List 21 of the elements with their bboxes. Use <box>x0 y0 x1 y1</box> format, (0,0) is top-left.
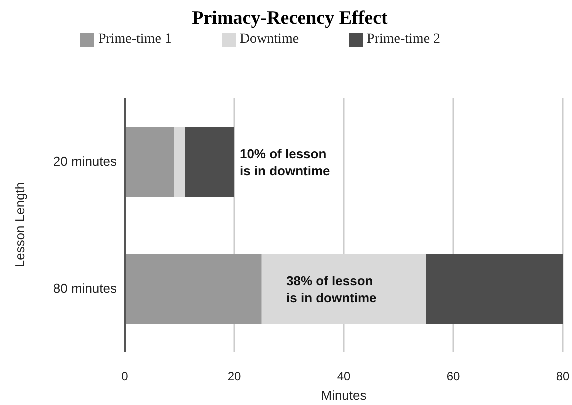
bar <box>262 254 426 324</box>
y-tick-label: 80 minutes <box>53 281 118 296</box>
legend-label: Downtime <box>240 32 300 47</box>
legend-label: Prime-time 1 <box>98 32 172 47</box>
bar <box>426 254 563 324</box>
x-tick-label: 20 <box>228 370 242 384</box>
y-tick-label: 20 minutes <box>53 154 118 170</box>
bar <box>125 127 174 197</box>
bar <box>125 254 262 324</box>
chart-title: Primacy-Recency Effect <box>191 8 389 31</box>
legend-label: Prime-time 2 <box>367 32 441 47</box>
x-tick-label: 40 <box>337 370 351 384</box>
bar <box>185 127 234 197</box>
annotation: 10% of lesson is in downtime <box>240 146 330 178</box>
y-axis-title: Lesson Length <box>12 182 28 268</box>
x-axis-title: Minutes <box>321 388 368 403</box>
x-tick-label: 80 <box>556 370 570 384</box>
bar <box>174 127 186 197</box>
x-tick-label: 60 <box>446 370 460 384</box>
x-tick-label: 0 <box>122 370 129 384</box>
annotation: 38% of lesson is in downtime <box>286 273 377 305</box>
